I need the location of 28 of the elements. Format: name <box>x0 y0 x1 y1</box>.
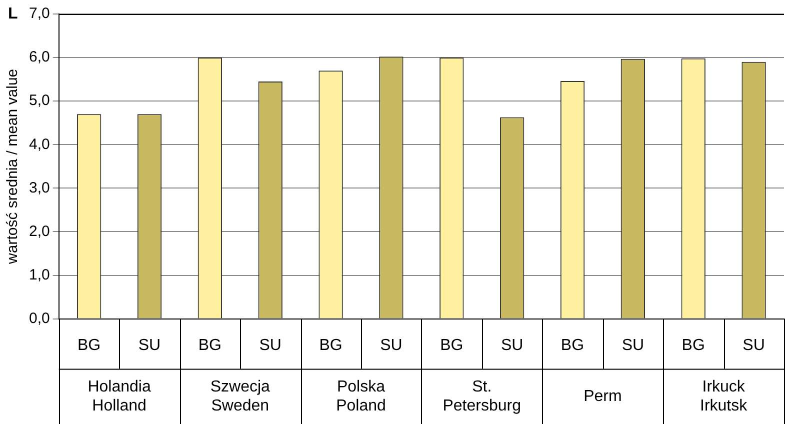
y-tick-label: 3,0 <box>28 179 50 196</box>
x-tick-label: SU <box>138 336 161 354</box>
x-tick-label: BG <box>440 336 464 354</box>
x-tick-label: BG <box>78 336 101 354</box>
x-tick-label: BG <box>560 336 584 354</box>
x-tick-label: SU <box>380 336 402 354</box>
y-tick-label: 1,0 <box>28 266 50 284</box>
y-tick-label: 2,0 <box>28 222 50 240</box>
x-tick-label: BG <box>198 336 222 354</box>
x-tick-label: SU <box>500 336 524 354</box>
x-tick-label: SU <box>622 336 644 354</box>
text: Irkuck Irkutsk <box>700 378 748 414</box>
x-tick-label: SU <box>742 336 765 354</box>
text: St. Petersburg <box>442 378 521 414</box>
x-tick-label: SU <box>259 336 282 354</box>
text: L <box>8 5 18 22</box>
x-tick-label: BG <box>682 336 705 354</box>
y-tick-label: 6,0 <box>28 48 50 66</box>
text: Szwecja Sweden <box>210 378 270 414</box>
text: Perm <box>584 388 622 405</box>
y-tick-label: 7,0 <box>28 5 50 22</box>
y-tick-label: 0,0 <box>28 310 50 327</box>
text: Polska Poland <box>336 378 386 414</box>
y-tick-label: 5,0 <box>28 92 50 110</box>
y-tick-label: 4,0 <box>28 136 50 153</box>
text: Holandia Holland <box>88 378 151 414</box>
y-axis-title: wartość srednia / mean value <box>4 68 22 265</box>
x-tick-label: BG <box>319 336 342 354</box>
